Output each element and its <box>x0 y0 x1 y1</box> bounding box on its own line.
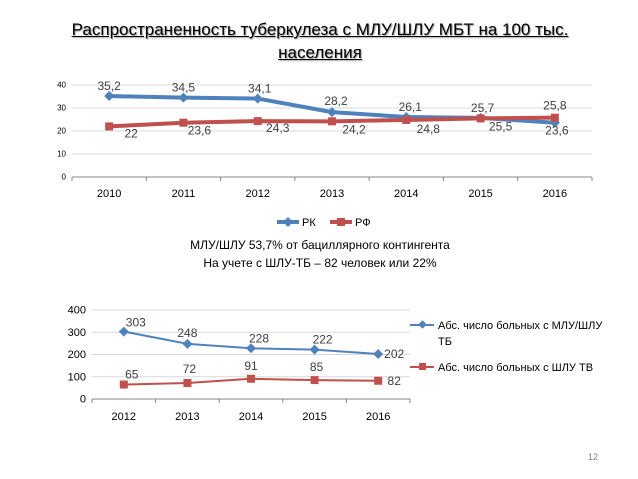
data-point-b <box>328 117 336 126</box>
data-label: 28,2 <box>324 94 348 108</box>
data-label: 25,5 <box>489 119 513 133</box>
data-label: 35,2 <box>97 79 121 93</box>
y-tick-label: 40 <box>57 81 66 90</box>
y-tick-label: 100 <box>68 371 86 383</box>
caption-line-1: МЛУ/ШЛУ 53,7% от бациллярного контингент… <box>190 238 450 252</box>
data-point-b <box>476 114 485 123</box>
y-tick-label: 10 <box>57 150 66 159</box>
x-tick-label: 2014 <box>239 411 263 423</box>
x-tick-label: 2016 <box>366 411 390 423</box>
x-tick-label: 2014 <box>394 188 418 200</box>
data-label: 91 <box>244 359 258 373</box>
x-tick-label: 2015 <box>468 188 492 200</box>
data-label: 303 <box>126 316 146 330</box>
legend-rk-marker <box>283 217 293 227</box>
caption-line-2: На учете с ШЛУ-ТБ – 82 человек или 22% <box>203 256 437 270</box>
data-label: 65 <box>125 368 139 382</box>
x-tick-label: 2011 <box>172 188 196 200</box>
data-point-b <box>253 117 262 126</box>
data-label: 24,2 <box>342 122 366 136</box>
data-point-b <box>119 380 128 389</box>
data-point-a <box>178 92 189 103</box>
data-point-a <box>118 326 129 337</box>
data-label: 248 <box>177 326 197 340</box>
data-label: 228 <box>249 331 269 345</box>
y-tick-label: 30 <box>57 104 66 113</box>
data-point-a <box>246 343 256 354</box>
data-label: 222 <box>313 333 333 347</box>
data-label: 22 <box>124 126 138 140</box>
legend-rk-label: РК <box>302 217 316 229</box>
y-tick-label: 0 <box>80 394 86 406</box>
data-point-b <box>550 113 559 122</box>
caption: МЛУ/ШЛУ 53,7% от бациллярного контингент… <box>40 236 600 272</box>
legend-xdr-label: Абс. число больных с ШЛУ ТВ <box>438 362 594 374</box>
data-point-b <box>247 374 255 383</box>
data-point-b <box>310 376 319 385</box>
data-label: 34,5 <box>172 81 196 95</box>
data-label: 26,1 <box>399 100 423 114</box>
data-point-b <box>183 378 192 387</box>
data-label: 23,6 <box>545 124 569 138</box>
x-tick-label: 2012 <box>112 411 136 423</box>
data-point-a <box>104 91 115 102</box>
data-label: 25,8 <box>543 99 567 113</box>
page-number: 12 <box>588 452 599 462</box>
x-tick-label: 2012 <box>245 188 269 200</box>
legend-rf-label: РФ <box>355 217 371 229</box>
x-tick-label: 2016 <box>543 188 567 200</box>
absolute-cases-chart: 0 100 200 300 400 2012 2013 2014 2015 2016 303 248 2… <box>68 305 411 423</box>
data-label: 82 <box>388 374 402 388</box>
y-tick-label: 300 <box>68 327 86 339</box>
data-label: 24,3 <box>266 121 290 135</box>
data-label: 25,7 <box>471 101 495 115</box>
data-point-a <box>252 93 263 104</box>
data-point-b <box>105 122 114 131</box>
y-tick-label: 200 <box>68 349 86 361</box>
data-label: 85 <box>310 360 324 374</box>
x-tick-label: 2013 <box>320 188 344 200</box>
data-label: 202 <box>384 347 404 361</box>
legend-mdr-xdr-label: Абс. число больных с МЛУ/ШЛУ ТБ <box>438 320 603 348</box>
data-point-a <box>309 344 320 355</box>
legend-rf-marker <box>337 218 345 226</box>
data-point-b <box>179 118 188 127</box>
data-point-b <box>374 376 383 385</box>
data-label: 72 <box>183 362 197 376</box>
data-label: 34,1 <box>248 82 272 96</box>
y-tick-label: 0 <box>62 173 67 182</box>
x-tick-label: 2013 <box>175 411 199 423</box>
y-tick-label: 400 <box>68 305 86 317</box>
y-tick-label: 20 <box>57 127 66 136</box>
x-tick-label: 2015 <box>302 411 326 423</box>
data-point-b <box>402 115 411 124</box>
slide-title: Распространенность туберкулеза с МЛУ/ШЛУ… <box>71 20 569 62</box>
x-tick-label: 2010 <box>97 188 121 200</box>
data-point-a <box>327 107 337 118</box>
data-label: 23,6 <box>188 124 212 138</box>
data-label: 24,8 <box>417 122 441 136</box>
legend-xdr-marker <box>419 363 426 370</box>
prevalence-chart: 0 10 20 30 40 2010 2011 2012 2013 2014 2015 2016 35,… <box>57 79 593 229</box>
data-point-a <box>373 349 384 360</box>
data-point-a <box>182 338 193 349</box>
